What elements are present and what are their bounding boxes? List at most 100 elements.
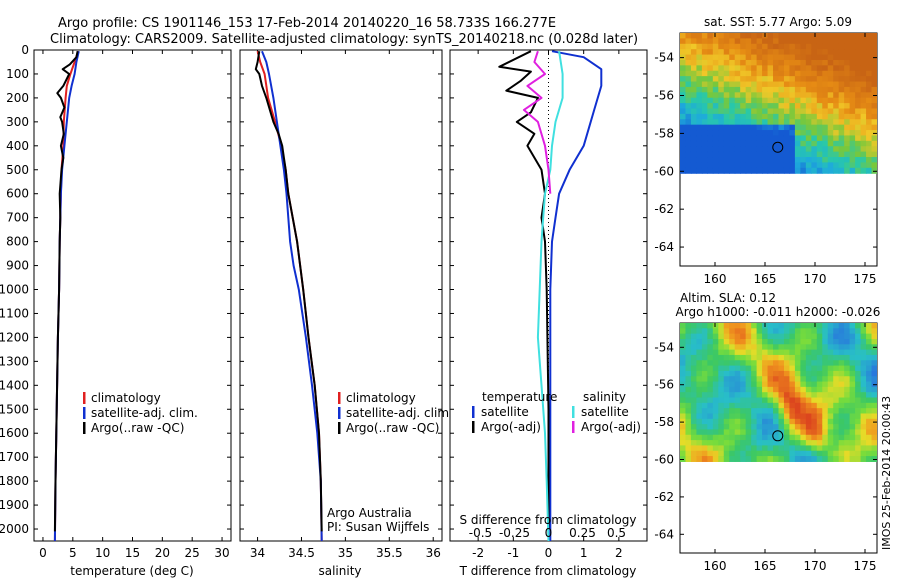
map-cell [685, 397, 692, 404]
map-cell [860, 157, 867, 163]
map-cell [844, 386, 851, 393]
map-cell [707, 365, 714, 372]
map-cell [685, 402, 692, 409]
map-cell [778, 397, 785, 404]
map-cell [778, 33, 785, 39]
legend-label: satellite-adj. clim. [346, 406, 453, 420]
map-cell [778, 59, 785, 66]
map-cell [696, 146, 703, 153]
map-cell [690, 65, 698, 72]
map-cell [860, 338, 867, 345]
map-cell [696, 43, 703, 50]
map-cell [855, 49, 862, 56]
map-cell [855, 146, 862, 153]
legend-title: salinity [583, 390, 626, 404]
map-cell [833, 349, 840, 356]
map-cell [767, 381, 774, 388]
map-cell [751, 429, 758, 436]
map-cell [762, 413, 769, 420]
map-cell [762, 333, 769, 340]
map-cell [849, 124, 856, 131]
map-cell [838, 370, 845, 377]
map-cell [751, 338, 758, 345]
map-cell [734, 381, 741, 388]
map-cell [800, 408, 807, 415]
map-cell [866, 146, 873, 153]
map-cell [773, 167, 780, 174]
map-cell [822, 33, 829, 39]
map-cell [827, 38, 834, 45]
map-cell [816, 365, 823, 372]
map-cell [740, 119, 747, 126]
map-cell [773, 86, 780, 93]
map-cell [680, 162, 687, 169]
map-cell [707, 402, 714, 409]
map-cell [756, 108, 763, 115]
map-cell [712, 418, 719, 425]
map-cell [838, 162, 845, 169]
map-cell [756, 328, 763, 335]
map-cell [723, 70, 730, 77]
map-cell [767, 413, 774, 420]
map-cell [762, 108, 769, 115]
map-cell [680, 151, 687, 158]
map-cell [751, 119, 758, 126]
map-cell [849, 113, 856, 120]
depth-tick-label: 0 [21, 43, 29, 57]
map-cell [729, 59, 736, 66]
map-cell [811, 140, 818, 147]
map-cell [860, 162, 867, 169]
map-cell [811, 86, 818, 93]
lon-tick-label: 175 [854, 272, 877, 286]
map-cell [712, 402, 719, 409]
map-cell [833, 424, 840, 431]
map-cell [718, 392, 725, 399]
map-cell [860, 86, 867, 93]
map-cell [822, 49, 829, 56]
map-cell [805, 49, 812, 56]
map-cell [838, 344, 845, 351]
map-cell [838, 450, 845, 457]
map-cell [734, 328, 741, 335]
map-cell [707, 65, 714, 72]
map-cell [816, 440, 823, 447]
map-cell [844, 365, 851, 372]
map-cell [860, 76, 867, 83]
map-cell [729, 418, 736, 425]
x-tick-label: 15 [125, 546, 140, 560]
map-cell [800, 370, 807, 377]
map-cell [811, 108, 818, 115]
map-cell [816, 49, 823, 56]
map-cell [811, 402, 818, 409]
map-cell [734, 344, 741, 351]
map-cell [778, 424, 785, 431]
map-cell [767, 119, 774, 126]
map-cell [767, 429, 774, 436]
map-cell [822, 119, 829, 126]
map-cell [685, 162, 692, 169]
map-cell [707, 146, 714, 153]
map-cell [778, 54, 785, 61]
map-cell [729, 376, 736, 383]
map-cell [805, 445, 812, 452]
map-cell [805, 418, 812, 425]
map-cell [701, 349, 708, 356]
map-cell [838, 49, 845, 56]
map-cell [811, 49, 818, 56]
map-cell [729, 33, 736, 39]
map-cell [762, 162, 769, 169]
map-cell [690, 370, 698, 377]
map-cell [789, 429, 796, 436]
map-cell [838, 54, 845, 61]
map-cell [734, 440, 741, 447]
lon-tick-label: 170 [804, 559, 827, 573]
map-cell [849, 130, 856, 137]
map-cell [767, 440, 774, 447]
map-cell [762, 429, 769, 436]
map-cell [723, 33, 730, 39]
map-cell [827, 59, 834, 66]
map-cell [773, 151, 780, 158]
map-cell [751, 349, 758, 356]
x-tick-label: 0 [545, 546, 553, 560]
map-cell [827, 349, 834, 356]
